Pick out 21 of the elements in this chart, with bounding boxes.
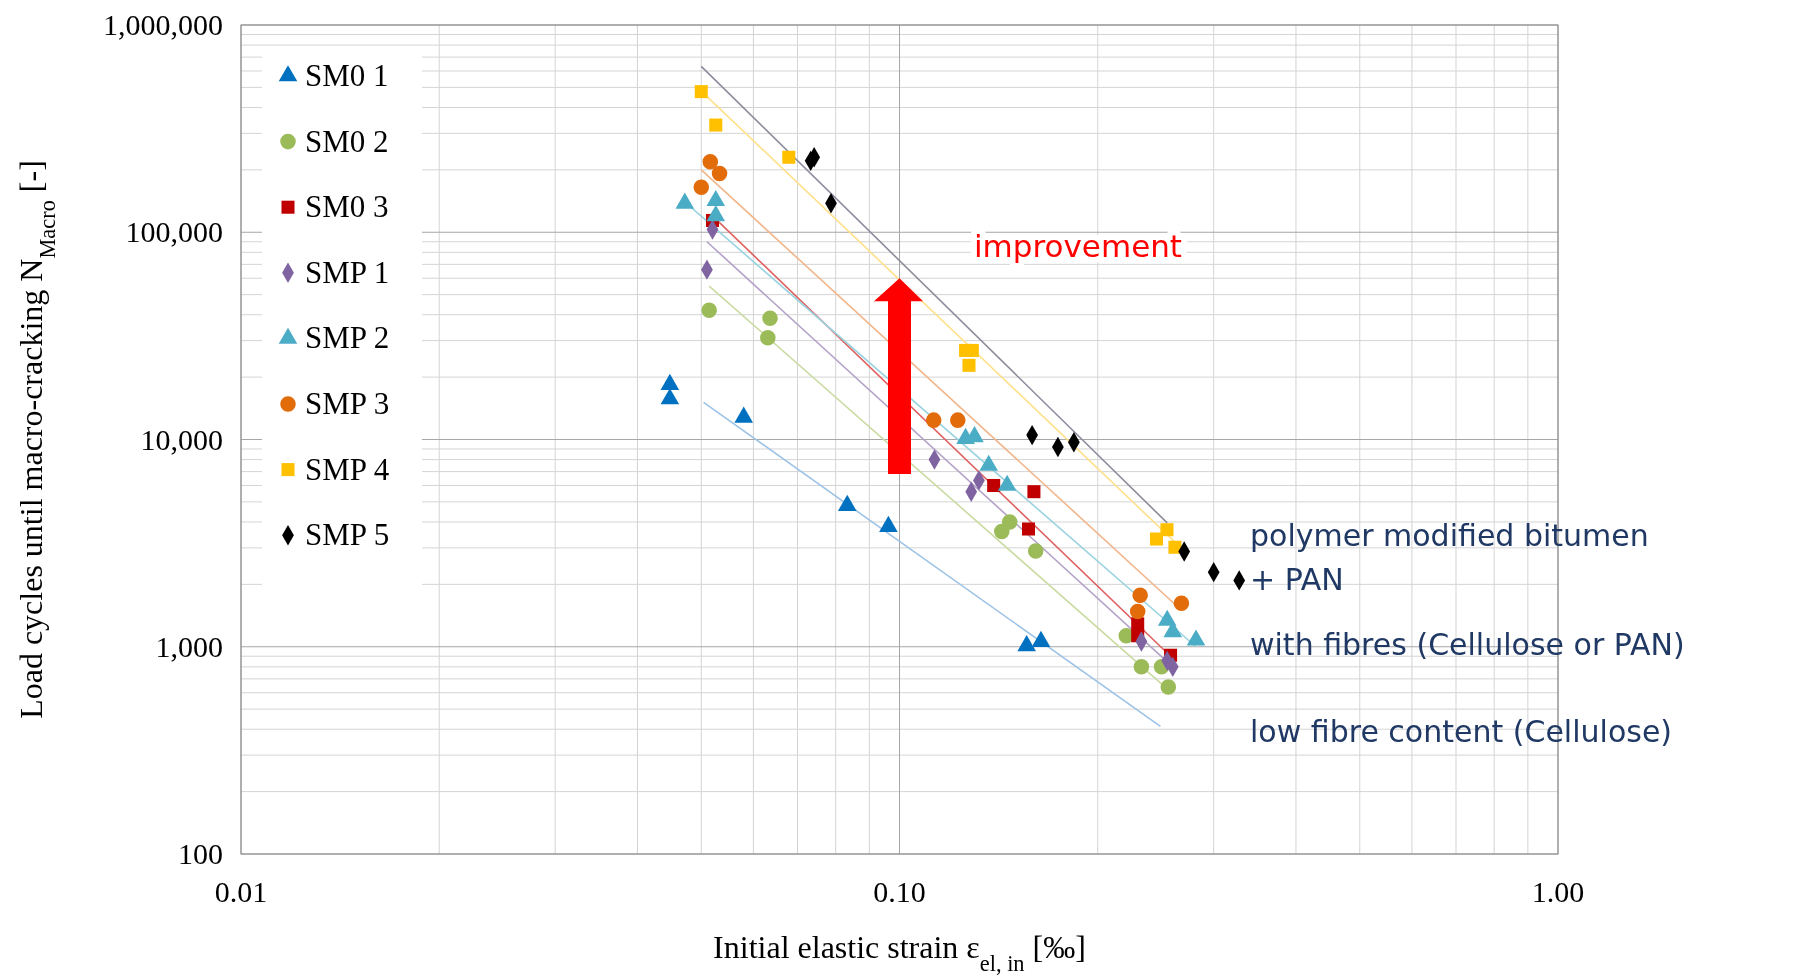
- annotation: low fibre content (Cellulose): [1250, 714, 1673, 749]
- legend-label: SM0 1: [305, 58, 389, 93]
- legend-label: SMP 2: [305, 320, 390, 356]
- x-tick-label: 0.10: [873, 875, 926, 908]
- legend-label: SM0 3: [305, 189, 389, 225]
- y-tick-label: 1,000: [155, 629, 223, 663]
- x-tick-label: 1.00: [1531, 875, 1585, 908]
- annotation: with fibres (Cellulose or PAN): [1250, 627, 1685, 662]
- legend-label: SMP 4: [305, 451, 390, 487]
- y-tick-label: 10,000: [140, 422, 223, 456]
- x-axis-title: Initial elastic strain ε$_{el, in}$ [‰]: [713, 929, 1086, 976]
- annotation: improvement: [974, 228, 1183, 264]
- legend-label: SMP 3: [305, 386, 390, 421]
- y-tick-label: 1,000,000: [103, 8, 223, 41]
- y-tick-label: 100: [178, 837, 223, 870]
- y-tick-label: 100,000: [125, 215, 223, 249]
- legend-label: SM0 2: [305, 123, 389, 159]
- legend-label: SMP 5: [305, 517, 390, 553]
- legend-label: SMP 1: [305, 254, 390, 290]
- x-tick-label: 0.01: [214, 875, 268, 908]
- annotation: polymer modified bitumen + PAN: [1250, 518, 1649, 597]
